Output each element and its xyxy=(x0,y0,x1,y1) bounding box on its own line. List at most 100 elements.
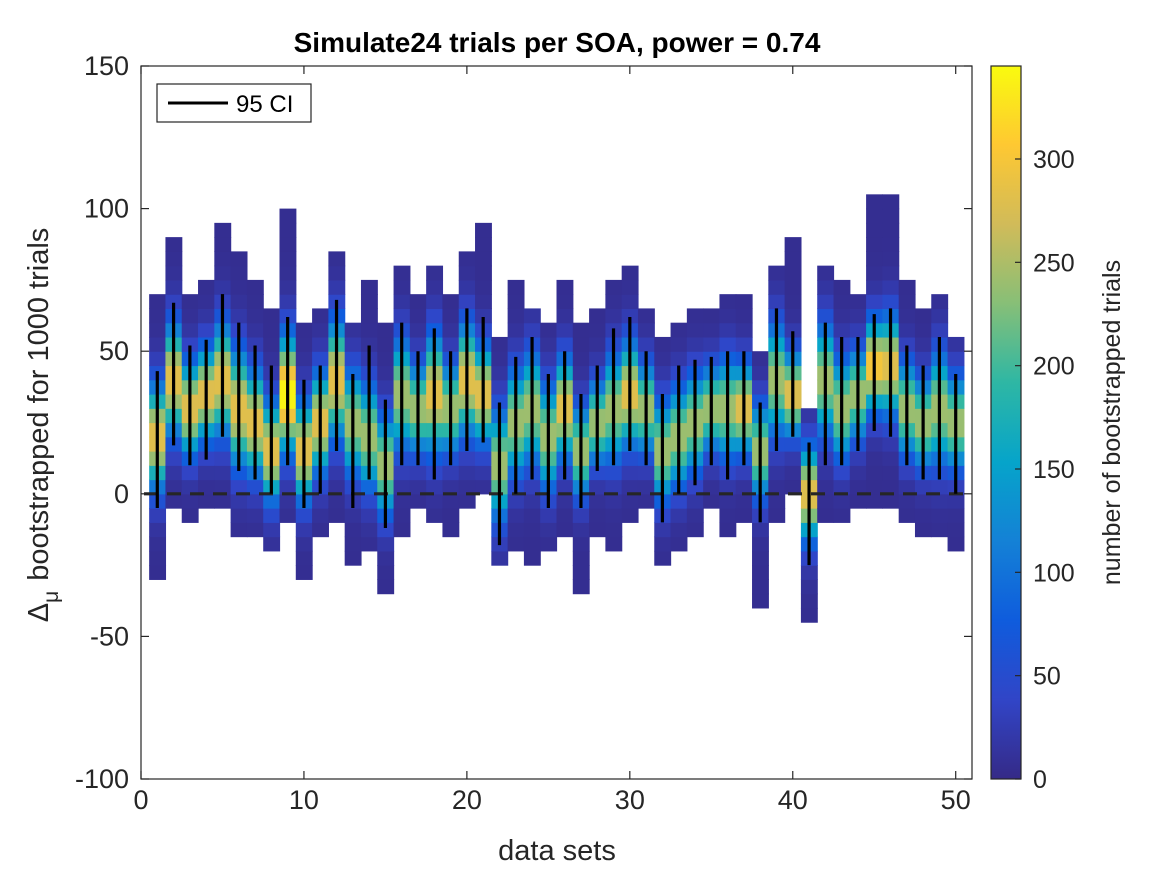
heatmap-cell xyxy=(409,322,427,338)
heatmap-cell xyxy=(833,479,851,495)
heatmap-cell xyxy=(149,550,167,566)
heatmap-cell xyxy=(654,379,672,395)
heatmap-cell xyxy=(409,493,427,509)
heatmap-cell xyxy=(605,279,623,295)
heatmap-cell xyxy=(181,479,199,495)
colorbar-label: number of bootstrapped trials xyxy=(1098,260,1126,585)
heatmap-cell xyxy=(377,522,395,538)
y-tick-label: 50 xyxy=(99,336,129,366)
heatmap-cell xyxy=(800,422,818,438)
heatmap-cell xyxy=(833,493,851,509)
heatmap-cell xyxy=(621,308,639,324)
heatmap-cell xyxy=(703,479,721,495)
heatmap-cell xyxy=(279,222,297,238)
heatmap-cell xyxy=(344,336,362,352)
heatmap-cell xyxy=(475,308,492,324)
heatmap-cell xyxy=(719,493,737,509)
y-axis-ticks: -100 -50 0 50 100 150 xyxy=(75,51,972,794)
heatmap-cell xyxy=(589,322,606,338)
heatmap-cell xyxy=(507,536,525,552)
heatmap-cell xyxy=(312,493,329,509)
heatmap-cell xyxy=(246,479,264,495)
heatmap-cell xyxy=(540,508,558,523)
heatmap-cell xyxy=(686,493,704,509)
heatmap-cell xyxy=(784,294,802,310)
heatmap-cell xyxy=(947,508,965,523)
heatmap-cell xyxy=(898,322,916,338)
heatmap-cell xyxy=(507,279,525,295)
heatmap-cell xyxy=(523,536,541,552)
heatmap-cell xyxy=(198,294,215,310)
heatmap-cell xyxy=(686,522,704,538)
heatmap-cell xyxy=(556,522,574,538)
heatmap-cell xyxy=(817,465,835,481)
heatmap-cell xyxy=(621,279,639,295)
heatmap-cell xyxy=(605,508,623,523)
heatmap-cell xyxy=(279,308,297,324)
heatmap-cell xyxy=(181,465,199,481)
heatmap-cell xyxy=(931,308,949,324)
heatmap-cell xyxy=(768,279,786,295)
heatmap-cell xyxy=(556,308,574,324)
heatmap-cell xyxy=(670,336,688,352)
heatmap-cell xyxy=(621,451,639,466)
y-axis-label-text: bootstrapped for 1000 trials xyxy=(23,228,55,581)
heatmap-cell xyxy=(523,479,541,495)
heatmap-cell xyxy=(295,550,313,566)
heatmap-cell xyxy=(523,550,541,566)
heatmap-cell xyxy=(849,451,867,466)
heatmap-cell xyxy=(589,479,606,495)
heatmap-cell xyxy=(491,393,509,409)
heatmap-cell xyxy=(703,336,721,352)
heatmap-cell xyxy=(914,479,932,495)
heatmap-cell xyxy=(475,265,492,281)
heatmap-cell xyxy=(719,294,737,310)
heatmap-cell xyxy=(572,536,590,552)
heatmap-cell xyxy=(833,508,851,523)
heatmap-cell xyxy=(279,265,297,281)
heatmap-cell xyxy=(784,237,802,252)
heatmap-cell xyxy=(214,436,232,452)
heatmap-cell xyxy=(279,493,297,509)
heatmap-cell xyxy=(866,251,883,267)
heatmap-cell xyxy=(817,308,835,324)
heatmap-cell xyxy=(426,479,444,495)
heatmap-cell xyxy=(719,336,737,352)
heatmap-cell xyxy=(344,351,362,367)
heatmap-cell xyxy=(475,294,492,310)
heatmap-cell xyxy=(833,465,851,481)
heatmap-cell xyxy=(589,308,606,324)
heatmap-cell xyxy=(637,322,655,338)
heatmap-cell xyxy=(230,522,248,538)
heatmap-cell xyxy=(475,237,492,252)
heatmap-cell xyxy=(393,508,411,523)
heatmap-cell xyxy=(377,351,395,367)
heatmap-cell xyxy=(572,579,590,595)
heatmap-cell xyxy=(882,436,900,452)
heatmap-cell xyxy=(360,479,378,495)
heatmap-cell xyxy=(523,508,541,523)
heatmap-cell xyxy=(670,322,688,338)
plot-frame xyxy=(140,65,973,780)
heatmap-cell xyxy=(866,479,883,495)
heatmap-cell xyxy=(898,279,916,295)
heatmap-cell xyxy=(898,465,916,481)
heatmap-cell xyxy=(393,465,411,481)
heatmap-cell xyxy=(621,479,639,495)
heatmap-cell xyxy=(230,479,248,495)
heatmap-cell xyxy=(214,251,232,267)
heatmap-cell xyxy=(149,294,167,310)
heatmap-cell xyxy=(621,465,639,481)
heatmap-cell xyxy=(263,522,281,538)
heatmap-cell xyxy=(198,479,215,495)
heatmap-cell xyxy=(654,365,672,381)
heatmap-cell xyxy=(540,365,558,381)
heatmap-cell xyxy=(589,522,606,538)
heatmap-cell xyxy=(735,479,753,495)
heatmap-cell xyxy=(931,322,949,338)
heatmap-cell xyxy=(882,294,900,310)
heatmap-cell xyxy=(621,265,639,281)
y-axis-label-symbol: Δ xyxy=(23,603,55,622)
heatmap-cell xyxy=(572,365,590,381)
heatmap-cell xyxy=(214,279,232,295)
